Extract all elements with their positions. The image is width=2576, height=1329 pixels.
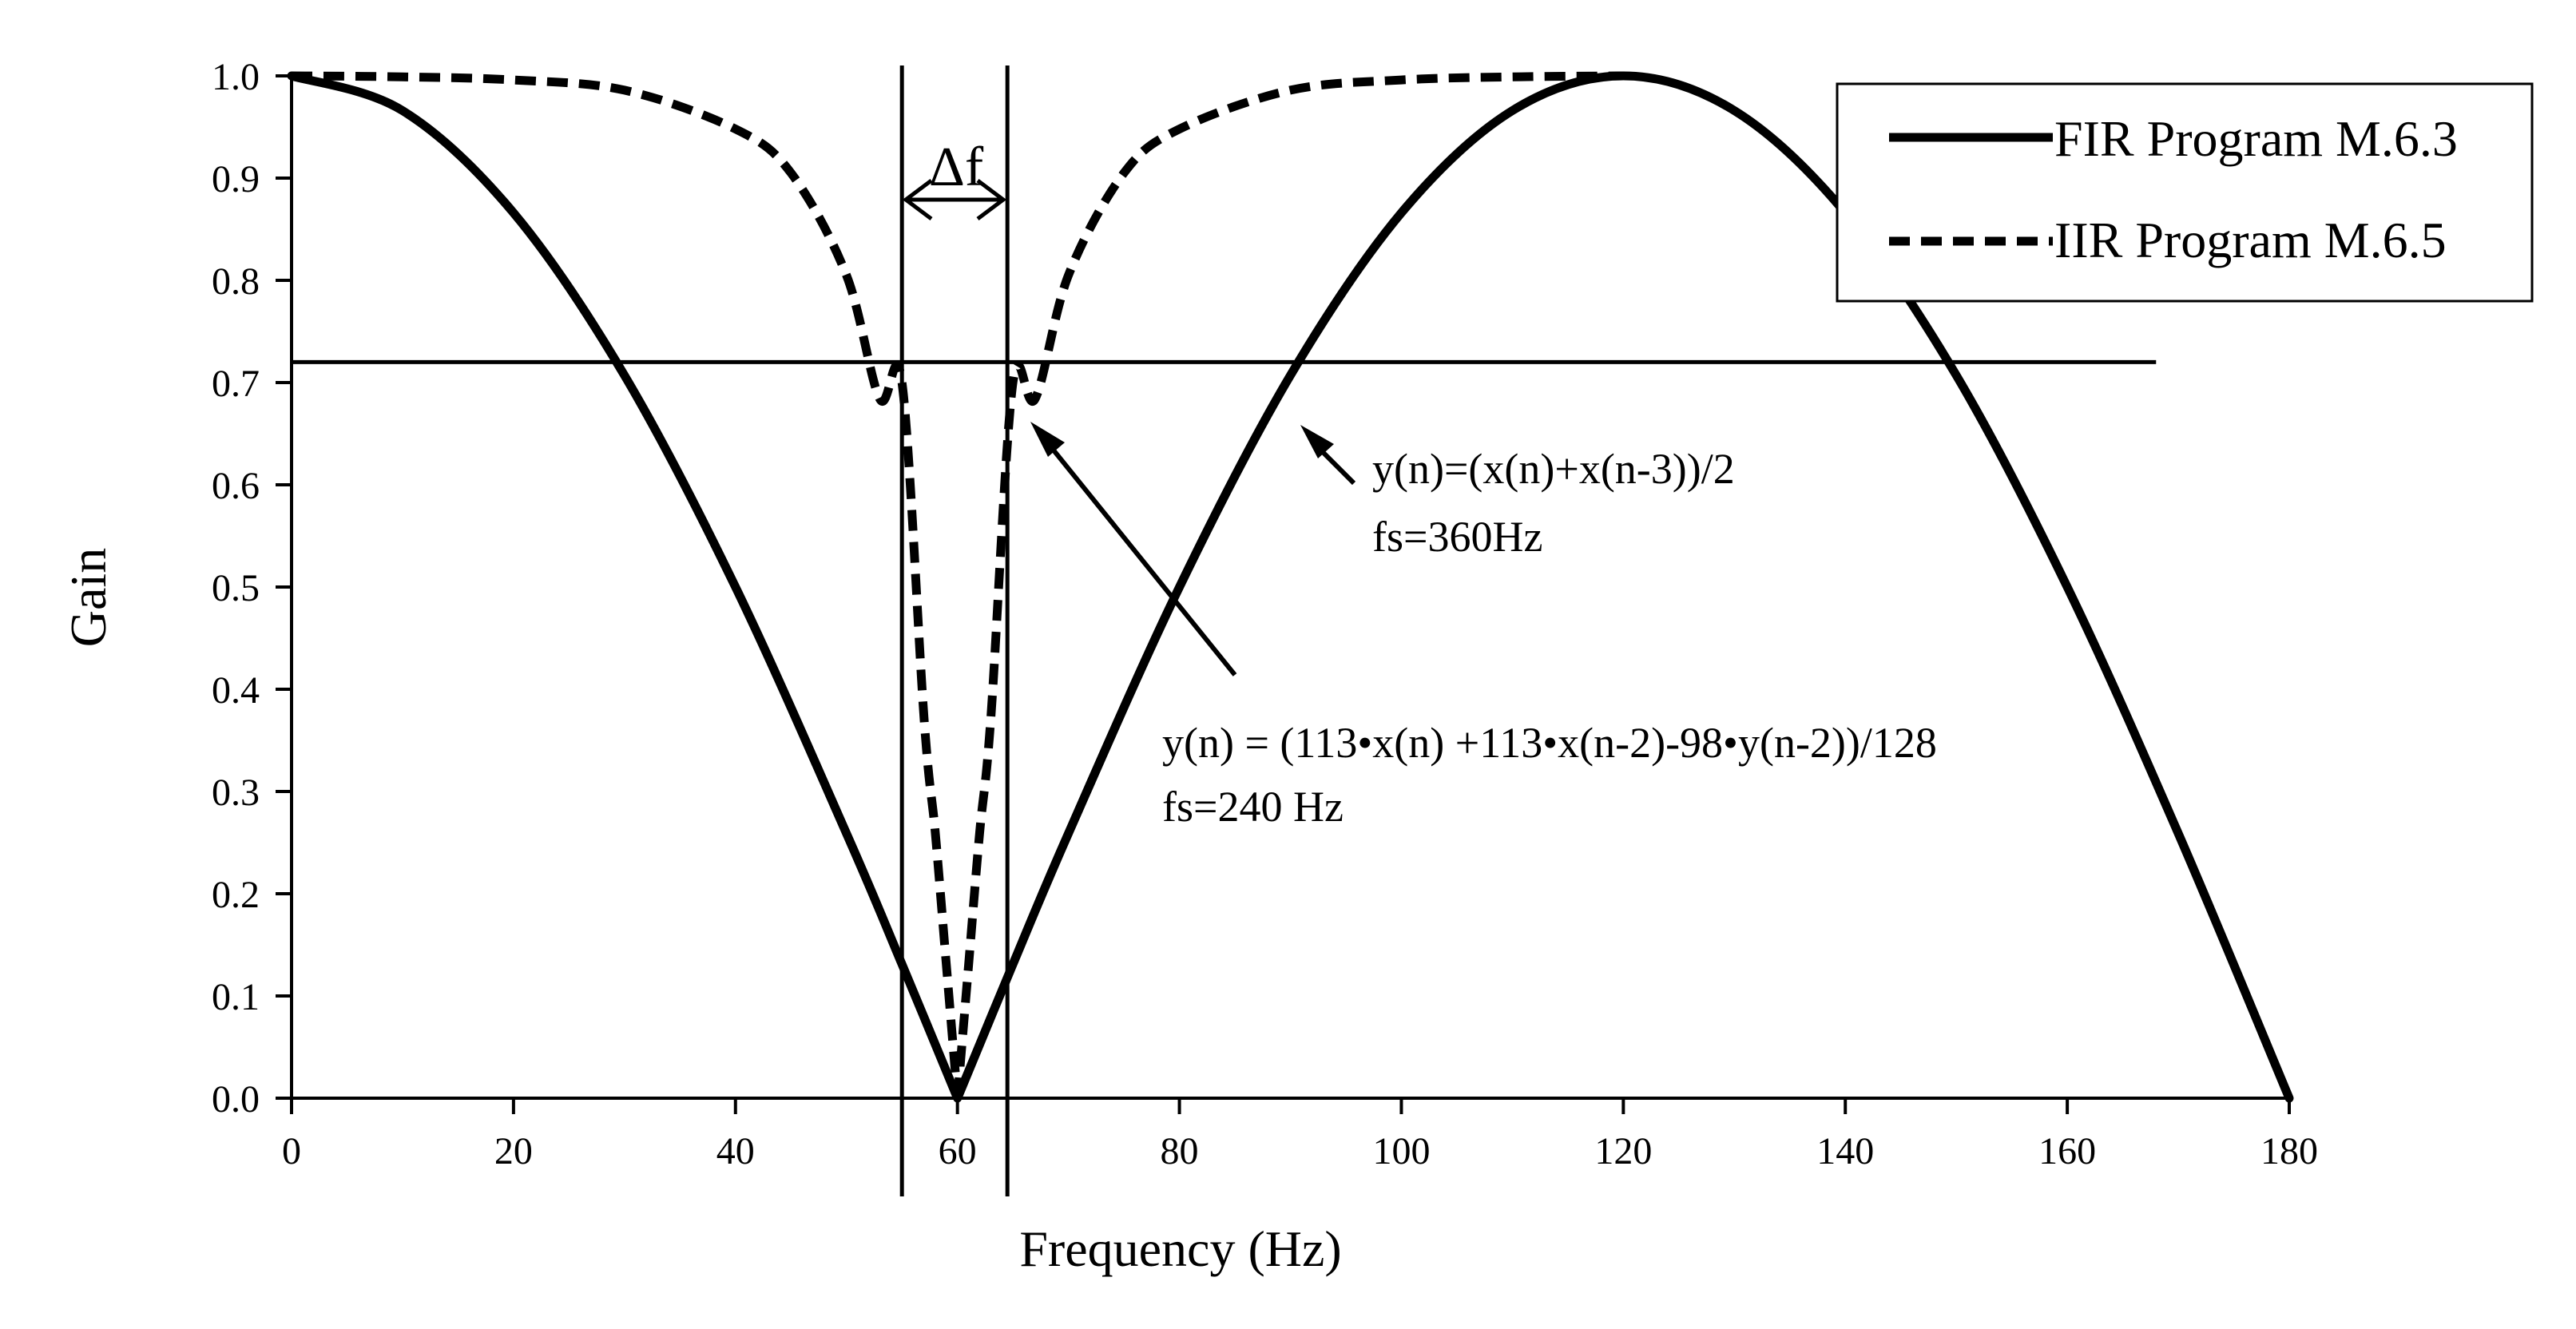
y-tick-label: 0.2 bbox=[212, 874, 260, 916]
y-tick-label: 0.6 bbox=[212, 465, 260, 507]
iir-equation-label: y(n) = (113•x(n) +113•x(n-2)-98•y(n-2))/… bbox=[1162, 719, 1937, 767]
plot-area bbox=[287, 65, 2294, 1196]
fir-equation-label: y(n)=(x(n)+x(n-3))/2 bbox=[1372, 445, 1735, 493]
delta-f-label: Δf bbox=[929, 137, 984, 198]
y-tick-label: 0.0 bbox=[212, 1078, 260, 1121]
x-axis: 0 20 40 60 80 100 120 140 160 180 bbox=[282, 1097, 2318, 1172]
x-tick-label: 40 bbox=[716, 1130, 755, 1172]
y-axis: 0.0 0.1 0.2 0.3 0.4 0.5 0.6 0.7 0.8 0.9 1.0 bbox=[212, 56, 293, 1121]
x-tick-label: 180 bbox=[2260, 1130, 2318, 1172]
y-tick-label: 1.0 bbox=[212, 56, 260, 98]
y-tick-label: 0.3 bbox=[212, 772, 260, 814]
legend-label-fir: FIR Program M.6.3 bbox=[2054, 110, 2458, 167]
x-tick-label: 60 bbox=[939, 1130, 977, 1172]
fir-annotation-arrow bbox=[1300, 425, 1356, 486]
x-tick-label: 20 bbox=[494, 1130, 533, 1172]
y-tick-label: 0.9 bbox=[212, 158, 260, 200]
fir-fs-label: fs=360Hz bbox=[1372, 513, 1542, 561]
x-tick-label: 140 bbox=[1816, 1130, 1874, 1172]
x-tick-label: 120 bbox=[1594, 1130, 1652, 1172]
x-axis-title: Frequency (Hz) bbox=[1019, 1220, 1341, 1277]
x-tick-label: 0 bbox=[282, 1130, 301, 1172]
y-axis-title: Gain bbox=[60, 548, 117, 647]
iir-fs-label: fs=240 Hz bbox=[1162, 783, 1344, 831]
series-line-iir bbox=[291, 71, 1624, 1099]
x-tick-label: 100 bbox=[1372, 1130, 1430, 1172]
y-tick-label: 0.7 bbox=[212, 363, 260, 405]
delta-f-arrow bbox=[902, 179, 1007, 220]
legend-box bbox=[1836, 82, 2534, 303]
y-tick-label: 0.4 bbox=[212, 669, 260, 712]
iir-annotation-arrow bbox=[1030, 422, 1237, 676]
legend-label-iir: IIR Program M.6.5 bbox=[2054, 212, 2447, 268]
legend: FIR Program M.6.3 IIR Program M.6.5 bbox=[1836, 82, 2534, 303]
y-tick-label: 0.5 bbox=[212, 567, 260, 609]
x-tick-label: 80 bbox=[1161, 1130, 1199, 1172]
y-tick-label: 0.1 bbox=[212, 976, 260, 1018]
x-tick-label: 160 bbox=[2038, 1130, 2096, 1172]
y-tick-label: 0.8 bbox=[212, 260, 260, 303]
